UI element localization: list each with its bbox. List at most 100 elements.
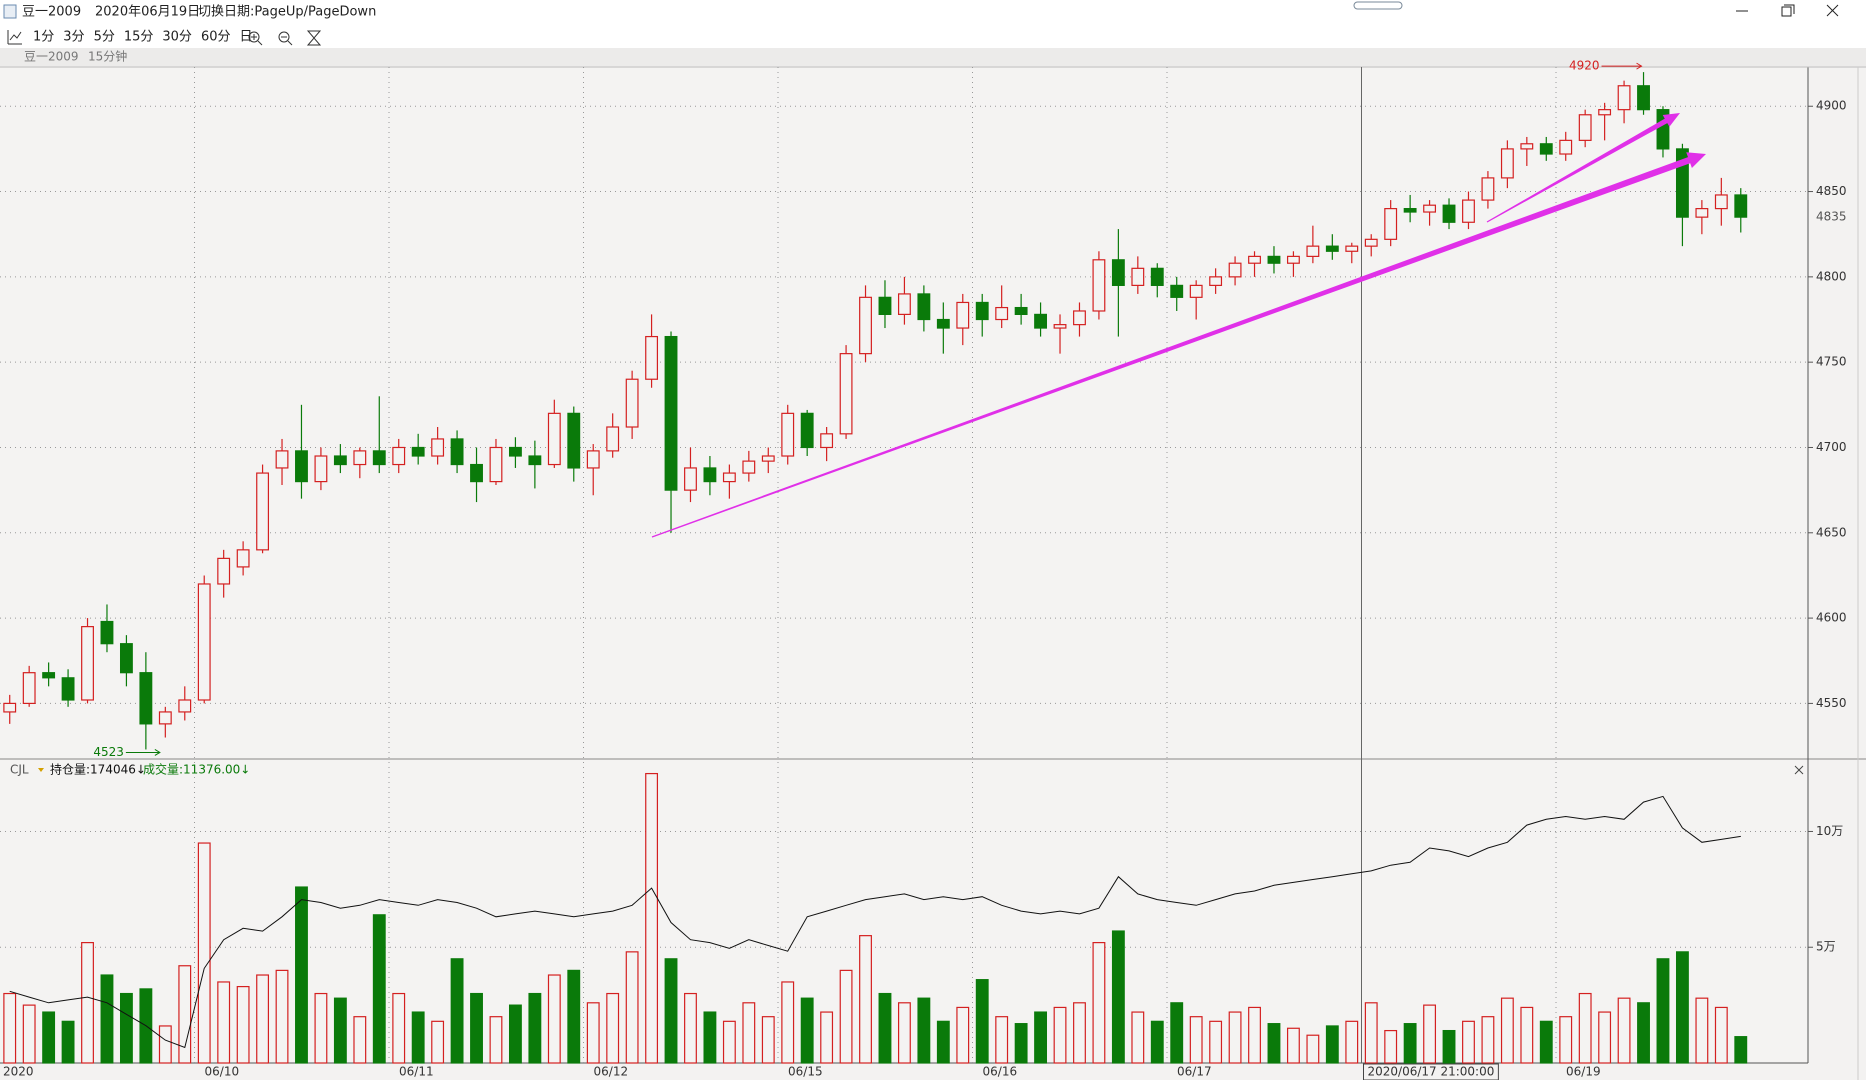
period-button[interactable]: 60分 [201,30,231,45]
volume-bar [295,886,308,1064]
y-tick-label: 4900 [1816,99,1847,113]
volume-bar [1617,997,1631,1064]
candle-body [742,460,756,474]
volume-bar [197,842,211,1064]
volume-bar [372,914,386,1064]
low-marker-arrow [125,749,161,756]
candle-body [1150,267,1164,286]
crosshair-label: 2020/06/17 21:00:00 [1368,1065,1495,1079]
candle-body [1014,306,1028,315]
candle-body [1462,199,1475,223]
candle-body [664,335,678,491]
candle-body [22,672,36,705]
period-label: 15分钟 [88,49,127,64]
candle-body [1131,267,1145,286]
volume-bar [1500,997,1514,1064]
volume-bar [800,997,814,1064]
candle-body [1656,109,1670,150]
volume-close-button[interactable] [1794,765,1804,775]
trend-arrow [651,152,1706,538]
app-icon [3,4,17,19]
volume-bar [742,1002,756,1064]
candle-body [295,450,308,483]
candle-body [820,433,834,449]
grid-layer [0,67,1813,1063]
progress-pill [1353,1,1403,10]
price-panel [0,67,1808,758]
indicator-dropdown[interactable] [38,768,44,772]
candle-body [684,467,697,491]
candle-body [1267,255,1281,264]
candle-body [1286,255,1300,264]
candle-body [178,699,192,713]
chart-icon[interactable] [7,30,22,45]
volume-bar [3,992,17,1064]
candle-body [3,702,17,713]
x-tick-label: 06/16 [983,1065,1018,1079]
candle-body [1248,255,1261,264]
volume-bar [411,1011,425,1064]
volume-bar [1092,941,1106,1064]
candle-body [897,293,911,315]
candle-body [275,450,289,469]
candle-body [431,438,445,457]
candle-body [1092,259,1106,312]
candle-body [1500,148,1514,179]
candle-body [606,426,620,452]
candle-body [917,293,931,321]
candle-body [722,472,736,483]
volume-bar [1714,1006,1728,1064]
volume-bar [897,1002,911,1064]
y-tick-label: 10万 [1816,824,1843,838]
y-tick-label: 4750 [1816,355,1847,369]
period-button[interactable]: 5分 [94,30,115,45]
volume-bar [1462,1020,1475,1064]
volume-bar [1559,1016,1573,1064]
volume-bar [936,1020,950,1064]
candle-body [489,446,503,483]
period-button[interactable]: 3分 [63,30,84,45]
volume-bar [567,969,581,1064]
candle-body [859,296,872,355]
candle-body [217,557,231,585]
candle-body [1734,194,1748,218]
candle-body [625,378,639,428]
volume-bar [61,1020,75,1064]
close-button[interactable] [1826,4,1839,17]
candle-body [878,296,892,315]
trend-arrow [1486,113,1680,223]
volume-bar [839,969,853,1064]
candle-body [645,335,659,380]
period-button[interactable]: 15分 [124,30,154,45]
volume-bar [761,1016,775,1064]
candle-body [1073,310,1086,326]
restore-button[interactable] [1781,4,1795,17]
volume-bar [81,941,94,1064]
candle-body [1617,85,1631,111]
candle-body [1170,284,1184,298]
candle-body [1364,238,1378,247]
volume-bar [353,1016,367,1064]
volume-bar [878,992,892,1064]
volume-bar [431,1020,445,1064]
title-bar [0,0,1866,24]
period-button[interactable]: 1分 [33,30,54,45]
zoom-in-button[interactable] [248,31,263,46]
period-button[interactable]: 日 [239,30,252,45]
low-marker: 4523 [93,745,124,759]
volume-bar [1403,1023,1417,1064]
volume-bar [995,1016,1009,1064]
volume-bar [1695,997,1709,1064]
volume-bar [917,997,931,1064]
zoom-out-button[interactable] [278,31,293,46]
candle-body [567,412,581,469]
candle-body [1034,313,1048,329]
fit-button[interactable] [306,30,322,46]
candle-body [1598,109,1612,116]
candle-body [1481,177,1495,201]
indicator-name: CJL [10,763,29,777]
volume-bar [1014,1023,1028,1064]
period-button[interactable]: 30分 [162,30,192,45]
